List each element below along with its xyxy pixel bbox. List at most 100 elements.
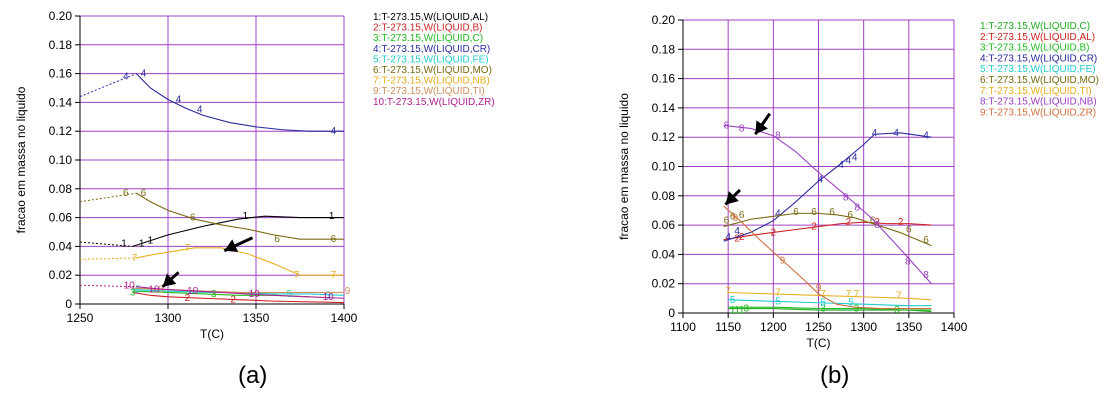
series-marker-label: 6 <box>739 210 745 221</box>
series-marker-label: 4 <box>123 71 129 82</box>
series-marker-label: 8 <box>775 131 781 142</box>
series-marker-label: 3 <box>743 304 749 315</box>
series-marker-label: 5 <box>325 290 331 301</box>
series-marker-label: 8 <box>843 192 849 203</box>
series-marker-label: 5 <box>848 298 854 309</box>
legend-entry: 1:T-273.15,W(LIQUID,AL) <box>373 12 488 23</box>
series-marker-label: 1 <box>139 239 145 250</box>
series-marker-label: 4 <box>818 175 824 186</box>
y-tick-label: 0.14 <box>652 101 676 115</box>
series-marker-label: 6 <box>724 216 730 227</box>
x-axis-label: T(C) <box>200 327 224 341</box>
arrow-head <box>755 120 768 135</box>
arrow-head <box>224 239 239 253</box>
series-marker-label: 1 <box>734 305 740 316</box>
series-marker-label: 10 <box>148 285 160 296</box>
arrow-head <box>162 273 177 287</box>
legend-entry: 9:T-273.15,W(LIQUID,ZR) <box>980 107 1096 118</box>
series-marker-label: 1 <box>148 236 154 247</box>
series-marker-label: 4 <box>775 208 781 219</box>
series-marker-label: 6 <box>923 235 929 246</box>
y-tick-label: 0.12 <box>652 130 676 144</box>
x-tick-label: 1150 <box>715 320 741 334</box>
series-marker-label: 4 <box>872 128 878 139</box>
series-marker-label: 10 <box>124 280 136 291</box>
y-tick-label: 0.16 <box>652 72 676 86</box>
x-tick-label: 1250 <box>805 320 832 334</box>
series-marker-label: 9 <box>158 285 164 296</box>
legend-entry: 1:T-273.15,W(LIQUID,C) <box>980 21 1090 32</box>
x-axis-label: T(C) <box>807 336 831 350</box>
y-tick-label: 0.12 <box>49 124 73 138</box>
series-line <box>728 291 932 301</box>
series-dashed-line <box>79 192 137 203</box>
y-tick-label: 0.06 <box>652 218 676 232</box>
series-marker-label: 4 <box>923 131 929 142</box>
series-marker-label: 8 <box>724 120 730 131</box>
series-marker-label: 5 <box>775 296 781 307</box>
y-axis-label: fracao em massa no liquido <box>14 86 28 233</box>
legend-entry: 6:T-273.15,W(LIQUID,MO) <box>373 65 492 76</box>
y-tick-label: 0.16 <box>49 67 73 81</box>
series-marker-label: 4 <box>734 226 740 237</box>
series-marker-label: 7 <box>775 287 781 298</box>
series-marker-label: 5 <box>820 298 826 309</box>
y-tick-label: 0.02 <box>49 268 73 282</box>
series-marker-label: 7 <box>854 289 860 300</box>
legend-entry: 10:T-273.15,W(LIQUID,ZR) <box>373 97 495 108</box>
series-marker-label: 8 <box>874 220 880 231</box>
x-tick-label: 1300 <box>155 311 182 325</box>
series-marker-label: 2 <box>811 222 817 233</box>
y-tick-label: 0.08 <box>49 182 73 196</box>
series-marker-label: 6 <box>870 216 876 227</box>
series-marker-label: 7 <box>820 289 826 300</box>
series-marker-label: 2 <box>739 232 745 243</box>
legend-entry: 3:T-273.15,W(LIQUID,C) <box>373 33 483 44</box>
series-marker-label: 4 <box>176 95 182 106</box>
panel-a-caption: (a) <box>238 362 268 389</box>
y-tick-label: 0.10 <box>652 160 676 174</box>
legend-entry: 4:T-273.15,W(LIQUID,CR) <box>373 44 490 55</box>
series-marker-label: 6 <box>730 211 736 222</box>
series-marker-label: 7 <box>725 286 731 297</box>
series-line <box>132 215 344 247</box>
series-marker-label: 1 <box>730 305 736 316</box>
chart-panel-a: 0 0.02 0.04 0.06 0.08 0.10 0.12 0.14 0.16 0.18 0.2… <box>14 9 495 341</box>
y-tick-label: 0.06 <box>49 211 73 225</box>
series-marker-label: 6 <box>793 207 799 218</box>
x-tick-label: 1300 <box>850 320 877 334</box>
series-marker-label: 4 <box>893 128 899 139</box>
series-marker-label: 2 <box>734 233 740 244</box>
y-axis-label: fracao em massa no liquido <box>617 93 631 240</box>
series-marker-label: 7 <box>846 289 852 300</box>
y-tick-label: 0.02 <box>652 277 676 291</box>
series-marker-label: 6 <box>811 207 817 218</box>
series-marker-label: 2 <box>230 295 236 306</box>
legend-entry: 5:T-273.15,W(LIQUID,FE) <box>980 64 1096 75</box>
series-marker-label: 2 <box>771 227 777 238</box>
legend-entry: 2:T-273.15,W(LIQUID,AL) <box>980 32 1095 43</box>
legend-entry: 5:T-273.15,W(LIQUID,FE) <box>373 54 489 65</box>
series-marker-label: 3 <box>211 289 217 300</box>
series-marker-label: 4 <box>852 153 858 164</box>
x-tick-label: 1250 <box>67 311 94 325</box>
series-line <box>723 124 932 285</box>
series-marker-label: 1 <box>121 239 127 250</box>
series-marker-label: 3 <box>130 287 136 298</box>
y-tick-label: 0.04 <box>49 239 73 253</box>
series-marker-label: 7 <box>896 290 902 301</box>
series-marker-label: 6 <box>829 207 835 218</box>
series-marker-label: 3 <box>854 304 860 315</box>
series-marker-label: 4 <box>846 156 852 167</box>
series-marker-label: 2 <box>185 293 191 304</box>
series-line <box>723 132 932 242</box>
y-tick-label: 0.08 <box>652 189 676 203</box>
x-tick-label: 1100 <box>670 320 696 334</box>
y-tick-label: 0.20 <box>652 13 676 27</box>
series-marker-label: 1 <box>739 305 745 316</box>
series-marker-label: 8 <box>739 123 745 134</box>
series-marker-label: 9 <box>780 255 786 266</box>
series-marker-label: 8 <box>905 257 911 268</box>
